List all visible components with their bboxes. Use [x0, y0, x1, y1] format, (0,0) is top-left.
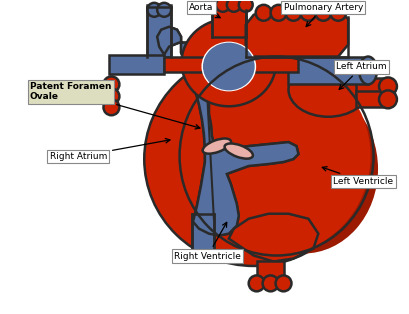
Polygon shape	[257, 262, 283, 283]
Polygon shape	[356, 78, 388, 95]
Circle shape	[103, 89, 119, 104]
Polygon shape	[288, 57, 368, 84]
Polygon shape	[110, 55, 164, 74]
Circle shape	[379, 78, 397, 95]
Text: Aorta: Aorta	[189, 3, 220, 18]
Polygon shape	[164, 57, 212, 73]
Circle shape	[157, 3, 171, 17]
Text: Patent Foramen
Ovale: Patent Foramen Ovale	[30, 82, 200, 129]
Ellipse shape	[203, 43, 255, 90]
Circle shape	[216, 0, 230, 12]
Polygon shape	[157, 27, 299, 236]
Ellipse shape	[359, 57, 377, 84]
Polygon shape	[246, 12, 348, 57]
Ellipse shape	[203, 138, 231, 154]
Circle shape	[379, 90, 397, 108]
Circle shape	[147, 3, 161, 17]
Circle shape	[205, 0, 219, 12]
Polygon shape	[147, 5, 171, 57]
Text: Left Ventricle: Left Ventricle	[322, 167, 393, 186]
Circle shape	[301, 5, 316, 21]
Circle shape	[271, 5, 287, 21]
Text: Pulmonary Artery: Pulmonary Artery	[283, 3, 363, 27]
Circle shape	[263, 275, 279, 291]
Text: Right Atrium: Right Atrium	[50, 138, 170, 161]
Circle shape	[285, 5, 301, 21]
Ellipse shape	[177, 57, 371, 256]
Polygon shape	[229, 214, 318, 262]
Circle shape	[256, 5, 272, 21]
Polygon shape	[157, 27, 299, 236]
Ellipse shape	[144, 52, 363, 266]
Polygon shape	[212, 5, 246, 37]
Circle shape	[239, 0, 253, 12]
Polygon shape	[246, 57, 299, 73]
Circle shape	[276, 275, 292, 291]
Polygon shape	[356, 91, 388, 107]
Ellipse shape	[202, 42, 256, 91]
Text: Right Ventricle: Right Ventricle	[174, 222, 241, 261]
Circle shape	[103, 76, 119, 92]
Circle shape	[330, 5, 346, 21]
Ellipse shape	[229, 84, 378, 253]
Ellipse shape	[225, 143, 253, 159]
Circle shape	[103, 99, 119, 115]
Text: Left Atrium: Left Atrium	[336, 62, 387, 89]
Circle shape	[249, 275, 265, 291]
Circle shape	[315, 5, 331, 21]
Circle shape	[227, 0, 241, 12]
Ellipse shape	[288, 62, 368, 117]
Polygon shape	[192, 214, 214, 253]
Ellipse shape	[182, 19, 276, 106]
